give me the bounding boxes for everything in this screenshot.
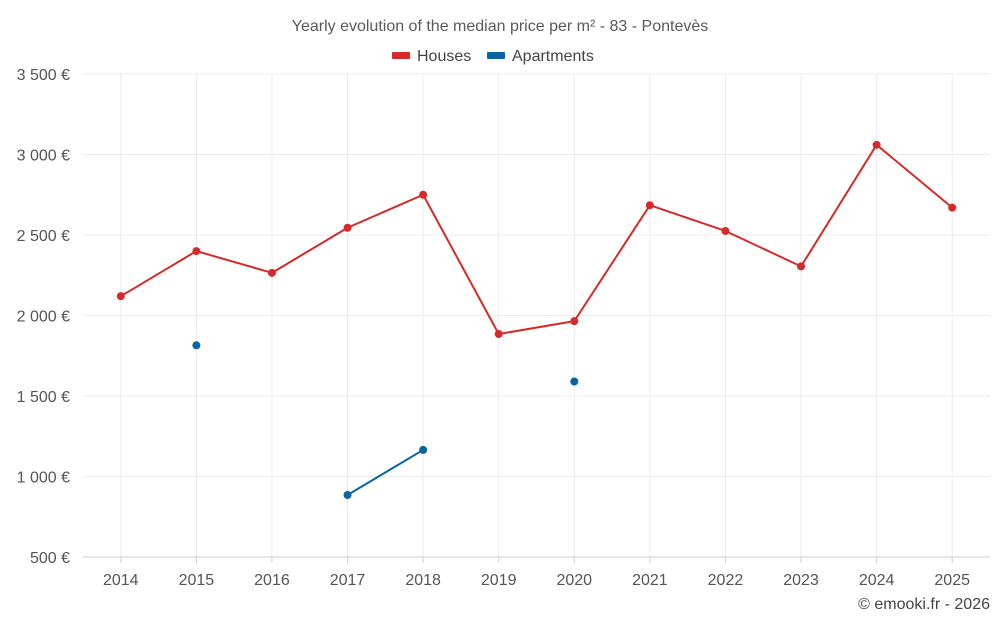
series-line-segment-houses xyxy=(119,250,198,298)
series-houses xyxy=(116,140,957,339)
y-tick-label: 3 000 € xyxy=(17,148,70,165)
gridlines xyxy=(83,73,990,557)
data-point-houses-2019[interactable] xyxy=(494,330,503,339)
x-tick-label: 2019 xyxy=(481,572,517,589)
x-tick-label: 2023 xyxy=(783,572,819,589)
series-line-segment-houses xyxy=(270,226,349,274)
data-point-apartments-2017[interactable] xyxy=(343,491,352,500)
series-line-segment-houses xyxy=(573,204,651,323)
x-tick-label: 2018 xyxy=(405,572,441,589)
legend: Houses Apartments xyxy=(392,48,594,65)
x-tick-label: 2022 xyxy=(708,572,744,589)
axes: 500 € 1 000 € 1 500 € 2 000 € 2 500 € 3 000 €… xyxy=(17,67,990,589)
y-tick-label: 2 000 € xyxy=(17,309,70,326)
chart-title: Yearly evolution of the median price per… xyxy=(292,18,709,35)
series-line-segment-houses xyxy=(422,193,500,336)
x-tick-label: 2017 xyxy=(330,572,366,589)
x-tick-label: 2025 xyxy=(934,572,970,589)
legend-label-apartments: Apartments xyxy=(512,48,594,65)
y-tick-label: 1 500 € xyxy=(17,389,70,406)
data-point-houses-2017[interactable] xyxy=(343,223,352,232)
x-tick-label: 2021 xyxy=(632,572,668,589)
series-line-segment-houses xyxy=(346,193,425,229)
series-line-segment-houses xyxy=(648,204,727,232)
legend-swatch-apartments xyxy=(487,52,505,59)
legend-swatch-houses xyxy=(392,52,410,59)
data-point-apartments-2020[interactable] xyxy=(570,377,579,386)
data-point-houses-2021[interactable] xyxy=(645,201,654,210)
data-point-houses-2015[interactable] xyxy=(192,247,201,256)
x-tick-label: 2024 xyxy=(859,572,895,589)
legend-label-houses: Houses xyxy=(417,48,471,65)
series-line-segment-houses xyxy=(875,143,954,209)
series-line-segment-houses xyxy=(195,250,273,274)
credit-text: © emooki.fr - 2026 xyxy=(858,596,990,613)
y-tick-label: 1 000 € xyxy=(17,470,70,487)
series-line-segment-houses xyxy=(724,229,803,268)
series-line-segment-houses xyxy=(800,143,878,268)
y-tick-label: 500 € xyxy=(30,550,70,567)
data-point-houses-2023[interactable] xyxy=(797,262,806,271)
data-point-houses-2016[interactable] xyxy=(267,268,276,277)
plot-area xyxy=(116,140,957,500)
x-tick-label: 2016 xyxy=(254,572,290,589)
series-line-segment-apartments xyxy=(346,448,425,497)
x-tick-label: 2015 xyxy=(179,572,215,589)
y-tick-label: 3 500 € xyxy=(17,67,70,84)
series-apartments xyxy=(192,341,579,500)
data-point-houses-2024[interactable] xyxy=(872,140,881,149)
data-point-houses-2022[interactable] xyxy=(721,226,730,235)
series-line-segment-houses xyxy=(497,320,576,336)
data-point-apartments-2018[interactable] xyxy=(419,445,428,454)
x-tick-label: 2014 xyxy=(103,572,139,589)
legend-item-houses[interactable]: Houses xyxy=(392,48,471,65)
data-point-houses-2014[interactable] xyxy=(116,292,125,301)
data-point-houses-2025[interactable] xyxy=(948,203,957,212)
data-point-houses-2020[interactable] xyxy=(570,317,579,326)
data-point-houses-2018[interactable] xyxy=(419,190,428,199)
y-tick-label: 2 500 € xyxy=(17,228,70,245)
x-tick-label: 2020 xyxy=(556,572,592,589)
legend-item-apartments[interactable]: Apartments xyxy=(487,48,594,65)
data-point-apartments-2015[interactable] xyxy=(192,341,201,350)
